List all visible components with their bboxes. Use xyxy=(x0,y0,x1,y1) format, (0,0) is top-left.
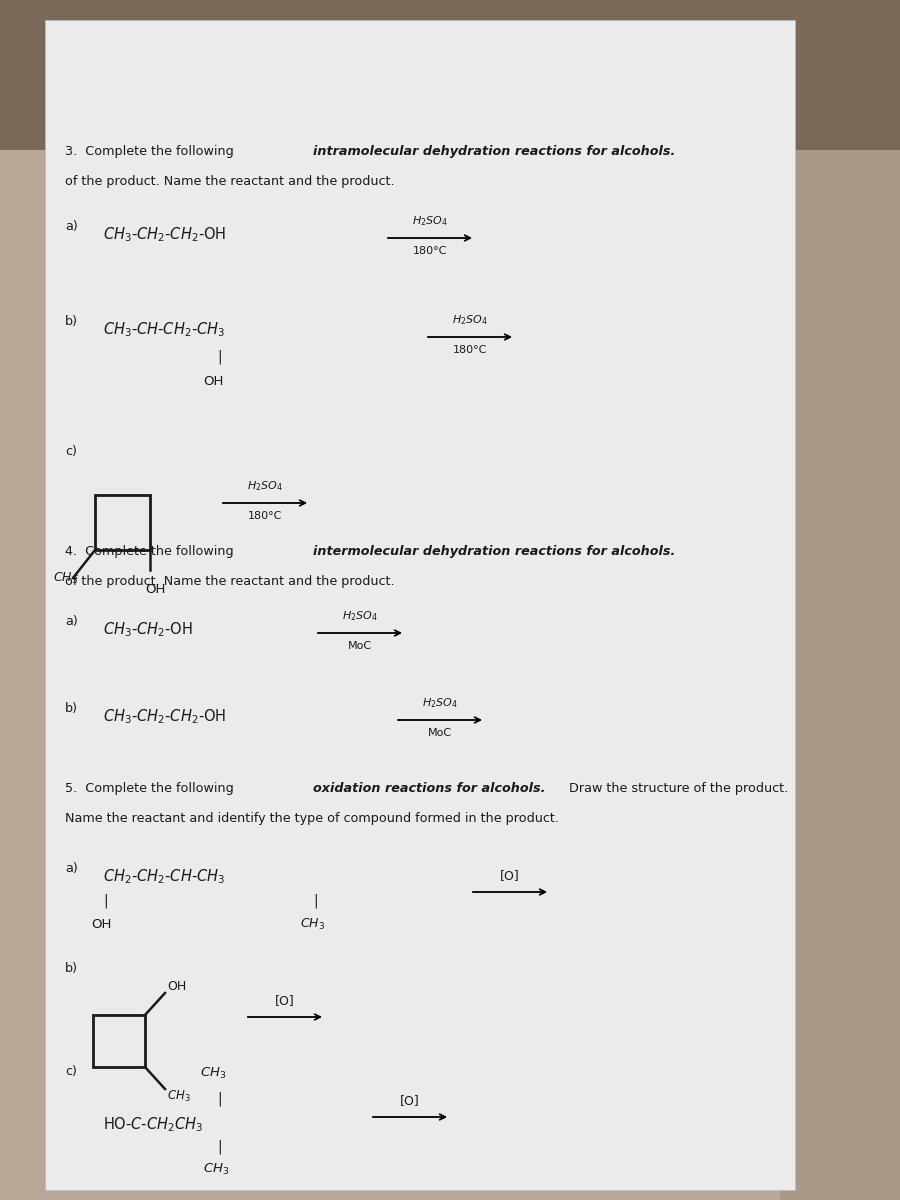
Text: MoC: MoC xyxy=(348,641,372,650)
Text: intramolecular dehydration reactions for alcohols.: intramolecular dehydration reactions for… xyxy=(313,145,675,158)
Text: OH: OH xyxy=(167,980,186,994)
FancyBboxPatch shape xyxy=(45,20,795,1190)
Text: intermolecular dehydration reactions for alcohols.: intermolecular dehydration reactions for… xyxy=(313,545,675,558)
Text: a): a) xyxy=(65,220,77,233)
Polygon shape xyxy=(0,0,900,150)
Text: $CH_3$: $CH_3$ xyxy=(167,1090,191,1104)
Text: Name the reactant and identify the type of compound formed in the product.: Name the reactant and identify the type … xyxy=(65,812,559,826)
Text: HO-$C$-$CH_2CH_3$: HO-$C$-$CH_2CH_3$ xyxy=(103,1115,203,1134)
Text: $CH_3$: $CH_3$ xyxy=(300,917,325,932)
Text: $H_2SO_4$: $H_2SO_4$ xyxy=(422,696,458,710)
Text: 180°C: 180°C xyxy=(453,346,487,355)
Text: Draw the structure of the product.: Draw the structure of the product. xyxy=(565,782,788,794)
Text: |: | xyxy=(313,894,318,908)
Text: $H_2SO_4$: $H_2SO_4$ xyxy=(247,479,283,493)
Text: a): a) xyxy=(65,614,77,628)
Text: |: | xyxy=(217,349,221,364)
Text: $CH_3$: $CH_3$ xyxy=(200,1066,226,1081)
Text: $CH_3$-$CH_2$-$CH_2$-OH: $CH_3$-$CH_2$-$CH_2$-OH xyxy=(103,226,227,244)
Text: $CH_3$: $CH_3$ xyxy=(203,1162,230,1177)
Text: 180°C: 180°C xyxy=(248,511,283,521)
Text: OH: OH xyxy=(203,374,223,388)
Text: a): a) xyxy=(65,862,77,875)
Text: c): c) xyxy=(65,445,76,458)
Text: OH: OH xyxy=(145,583,166,596)
Text: $H_2SO_4$: $H_2SO_4$ xyxy=(452,313,488,328)
Text: |: | xyxy=(218,1140,222,1154)
Text: b): b) xyxy=(65,962,78,974)
Bar xyxy=(95,494,150,550)
Text: of the product. Name the reactant and the product.: of the product. Name the reactant and th… xyxy=(65,175,394,188)
Text: 180°C: 180°C xyxy=(413,246,447,256)
Text: OH: OH xyxy=(91,918,112,931)
Text: |: | xyxy=(103,894,108,908)
Bar xyxy=(93,1015,145,1067)
Text: MoC: MoC xyxy=(428,728,452,738)
Text: $CH_2$-$CH_2$-$CH$-$CH_3$: $CH_2$-$CH_2$-$CH$-$CH_3$ xyxy=(103,866,225,886)
Text: [O]: [O] xyxy=(400,1094,420,1106)
Text: 5.  Complete the following: 5. Complete the following xyxy=(65,782,238,794)
Text: c): c) xyxy=(65,1066,76,1078)
Text: $H_2SO_4$: $H_2SO_4$ xyxy=(412,214,448,228)
Text: b): b) xyxy=(65,702,78,715)
Text: $CH_3$-$CH_2$-$CH_2$-OH: $CH_3$-$CH_2$-$CH_2$-OH xyxy=(103,707,227,726)
Text: 4.  Complete the following: 4. Complete the following xyxy=(65,545,238,558)
Text: $H_2SO_4$: $H_2SO_4$ xyxy=(342,610,378,623)
Text: $CH_3$-$CH$-$CH_2$-$CH_3$: $CH_3$-$CH$-$CH_2$-$CH_3$ xyxy=(103,320,225,338)
Text: b): b) xyxy=(65,314,78,328)
Text: oxidation reactions for alcohols.: oxidation reactions for alcohols. xyxy=(313,782,545,794)
Text: 3.  Complete the following: 3. Complete the following xyxy=(65,145,238,158)
Text: [O]: [O] xyxy=(500,869,520,882)
Text: [O]: [O] xyxy=(275,994,295,1007)
Polygon shape xyxy=(780,150,900,1200)
Text: |: | xyxy=(218,1091,222,1105)
Text: $CH_3$-$CH_2$-OH: $CH_3$-$CH_2$-OH xyxy=(103,620,193,638)
Text: of the product. Name the reactant and the product.: of the product. Name the reactant and th… xyxy=(65,575,394,588)
Text: $CH_3$: $CH_3$ xyxy=(53,570,78,586)
